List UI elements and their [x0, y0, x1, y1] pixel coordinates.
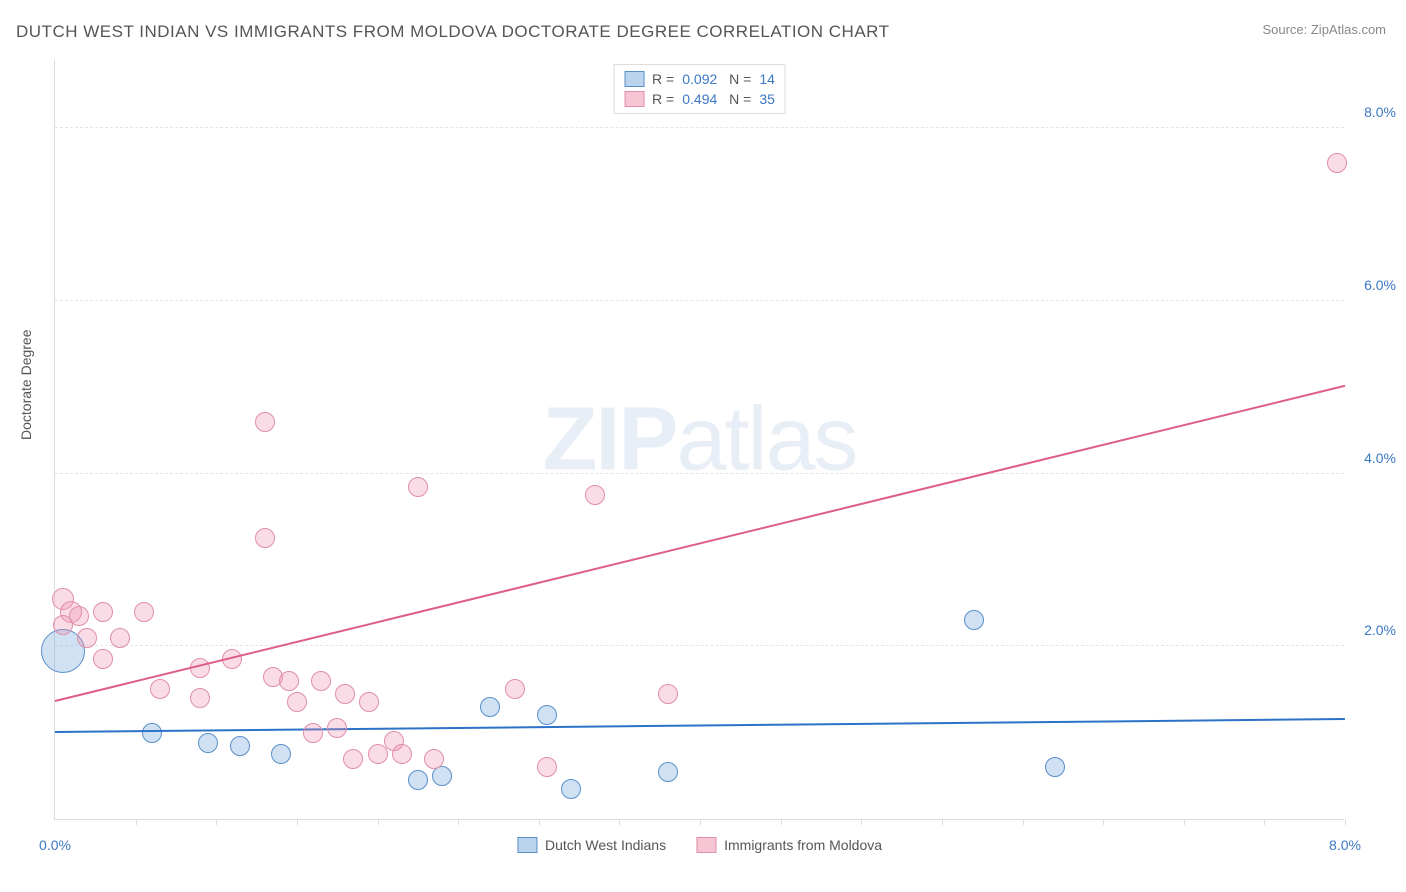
x-tick-mark: [942, 819, 943, 825]
data-point: [327, 718, 347, 738]
gridline: [55, 645, 1344, 646]
source-attribution: Source: ZipAtlas.com: [1262, 22, 1386, 37]
correlation-legend: R = 0.092 N = 14 R = 0.494 N = 35: [613, 64, 786, 114]
swatch-pink-icon: [696, 837, 716, 853]
data-point: [93, 649, 113, 669]
legend-item-blue: Dutch West Indians: [517, 837, 666, 853]
data-point: [424, 749, 444, 769]
x-tick-mark: [1345, 819, 1346, 825]
swatch-blue-icon: [624, 71, 644, 87]
gridline: [55, 473, 1344, 474]
swatch-pink-icon: [624, 91, 644, 107]
data-point: [110, 628, 130, 648]
data-point: [658, 762, 678, 782]
data-point: [964, 610, 984, 630]
x-tick-mark: [539, 819, 540, 825]
y-tick-label: 4.0%: [1364, 450, 1396, 466]
data-point: [303, 723, 323, 743]
x-tick-mark: [458, 819, 459, 825]
y-tick-label: 2.0%: [1364, 622, 1396, 638]
x-tick-mark: [781, 819, 782, 825]
data-point: [343, 749, 363, 769]
x-tick-mark: [1023, 819, 1024, 825]
gridline: [55, 127, 1344, 128]
data-point: [585, 485, 605, 505]
x-tick-mark: [297, 819, 298, 825]
legend-item-pink: Immigrants from Moldova: [696, 837, 882, 853]
y-tick-label: 6.0%: [1364, 277, 1396, 293]
data-point: [255, 528, 275, 548]
trend-line: [55, 718, 1345, 733]
data-point: [287, 692, 307, 712]
data-point: [368, 744, 388, 764]
data-point: [1045, 757, 1065, 777]
x-start-label: 0.0%: [39, 837, 71, 853]
data-point: [408, 770, 428, 790]
data-point: [392, 744, 412, 764]
data-point: [432, 766, 452, 786]
x-tick-mark: [1103, 819, 1104, 825]
data-point: [505, 679, 525, 699]
trend-line: [55, 385, 1345, 702]
data-point: [335, 684, 355, 704]
data-point: [537, 705, 557, 725]
x-tick-mark: [136, 819, 137, 825]
x-tick-mark: [1184, 819, 1185, 825]
legend-row-pink: R = 0.494 N = 35: [624, 89, 775, 109]
data-point: [198, 733, 218, 753]
data-point: [537, 757, 557, 777]
data-point: [53, 615, 73, 635]
data-point: [311, 671, 331, 691]
data-point: [142, 723, 162, 743]
gridline: [55, 300, 1344, 301]
r-value-pink: 0.494: [682, 91, 717, 107]
watermark: ZIPatlas: [542, 388, 856, 491]
x-tick-mark: [619, 819, 620, 825]
data-point: [1327, 153, 1347, 173]
y-axis-label: Doctorate Degree: [18, 329, 34, 440]
data-point: [279, 671, 299, 691]
x-tick-mark: [1264, 819, 1265, 825]
data-point: [77, 628, 97, 648]
data-point: [658, 684, 678, 704]
data-point: [150, 679, 170, 699]
x-tick-mark: [700, 819, 701, 825]
legend-row-blue: R = 0.092 N = 14: [624, 69, 775, 89]
data-point: [93, 602, 113, 622]
data-point: [255, 412, 275, 432]
n-value-pink: 35: [759, 91, 775, 107]
data-point: [408, 477, 428, 497]
r-value-blue: 0.092: [682, 71, 717, 87]
x-tick-mark: [378, 819, 379, 825]
x-tick-mark: [861, 819, 862, 825]
data-point: [190, 688, 210, 708]
x-end-label: 8.0%: [1329, 837, 1361, 853]
chart-title: DUTCH WEST INDIAN VS IMMIGRANTS FROM MOL…: [16, 22, 890, 42]
data-point: [230, 736, 250, 756]
data-point: [359, 692, 379, 712]
swatch-blue-icon: [517, 837, 537, 853]
series-legend: Dutch West Indians Immigrants from Moldo…: [517, 837, 882, 853]
n-value-blue: 14: [759, 71, 775, 87]
data-point: [134, 602, 154, 622]
scatter-chart: ZIPatlas R = 0.092 N = 14 R = 0.494 N = …: [54, 60, 1344, 820]
data-point: [561, 779, 581, 799]
y-tick-label: 8.0%: [1364, 104, 1396, 120]
x-tick-mark: [216, 819, 217, 825]
data-point: [480, 697, 500, 717]
data-point: [271, 744, 291, 764]
